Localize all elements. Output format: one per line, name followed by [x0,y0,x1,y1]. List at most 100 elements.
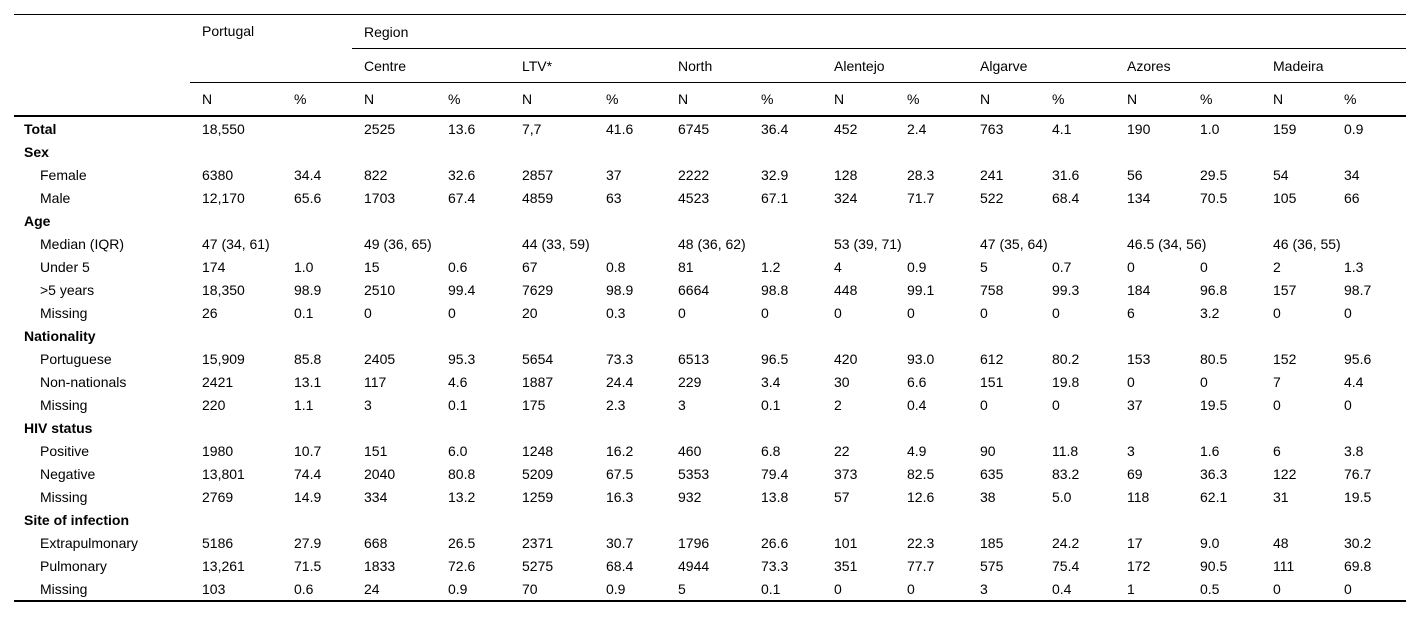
cell [282,116,352,140]
table-row: Missing 2769 14.9 334 13.2 1259 16.3 932 13.8 57 1… [14,485,1406,508]
cell: 90 [980,442,996,459]
cell: 71.5 [294,557,322,574]
table-row: Age [14,209,1406,232]
cell: 18,350 [202,281,245,298]
cell: 0.1 [294,304,314,321]
cell: 81 [678,258,694,275]
cell: 118 [1127,488,1150,505]
cell: 1980 [202,442,234,459]
cell: 4944 [678,557,710,574]
cell: 18,550 [202,120,245,137]
cell: 2 [834,396,842,413]
cell: 122 [1273,465,1297,482]
cell: 1.0 [1200,120,1220,137]
cell: 73.3 [606,350,634,367]
cell: 5654 [522,350,554,367]
cell: 2 [1273,258,1281,275]
cell: 47 (34, 61) [202,235,270,252]
header-row-subregions: Centre LTV* North Alentejo Algarve Azore… [14,48,1407,83]
cell: 19.5 [1344,488,1372,505]
pct-header: % [1332,82,1407,117]
cell: 117 [364,373,387,390]
cell: 6745 [678,120,710,137]
cell: 73.3 [761,557,789,574]
cell: 5 [980,258,988,275]
cell: 668 [364,534,388,551]
cell: 9.0 [1200,534,1220,551]
cell: 7,7 [522,120,542,137]
cell: 220 [202,396,226,413]
cell: 0.8 [606,258,626,275]
cell: 17 [1127,534,1143,551]
cell: 15 [364,258,380,275]
cell: 32.9 [761,166,789,183]
header-row-measures: N % N % N % N % N % N % N % N % [14,82,1407,117]
empty-cells [190,416,1406,439]
cell: 12.6 [907,488,935,505]
cell: 0.7 [1052,258,1072,275]
cell: 54 [1273,166,1289,183]
cell: 1.2 [761,258,781,275]
table-row: Non-nationals 2421 13.1 117 4.6 1887 24.4 229 3.… [14,370,1406,393]
cell: 96.8 [1200,281,1228,298]
empty-cells [190,508,1406,531]
cell: 82.5 [907,465,935,482]
cell: 29.5 [1200,166,1228,183]
cell: 13,801 [202,465,245,482]
row-label: Missing [40,304,88,321]
cell: 95.3 [448,350,476,367]
cell: 157 [1273,281,1297,298]
cell: 57 [834,488,850,505]
table-body: Total 18,550 2525 13.6 7,7 41.6 6745 36.4 452 2.4… [14,116,1406,601]
cell: 5275 [522,557,554,574]
table-row: Sex [14,140,1406,163]
cell: 0.6 [294,580,314,597]
cell: 34.4 [294,166,322,183]
col-header-algarve: Algarve [968,48,1115,83]
cell: 351 [834,557,858,574]
cell: 2525 [364,120,396,137]
row-label: Site of infection [24,511,129,528]
cell: 70 [522,580,538,597]
cell: 0.4 [1052,580,1072,597]
cell: 74.4 [294,465,322,482]
cell: 19.5 [1200,396,1228,413]
cell: 0 [1200,373,1208,390]
n-header: N [190,82,282,117]
cell: 105 [1273,189,1297,206]
cell: 98.9 [294,281,322,298]
cell: 63 [606,189,622,206]
row-label: Non-nationals [40,373,127,390]
cell: 5186 [202,534,234,551]
col-header-north: North [666,48,822,83]
cell: 99.3 [1052,281,1080,298]
cell: 2.3 [606,396,626,413]
cell: 448 [834,281,858,298]
row-label: Sex [24,143,49,160]
col-header-centre: Centre [352,48,510,83]
cell: 24 [364,580,380,597]
cell: 6664 [678,281,710,298]
cell: 159 [1273,120,1297,137]
row-label: Male [40,189,71,206]
cell: 0 [1273,580,1281,597]
cell: 79.4 [761,465,789,482]
col-header-madeira: Madeira [1261,48,1407,83]
cell: 324 [834,189,858,206]
cell: 99.4 [448,281,476,298]
cell: 4.4 [1344,373,1364,390]
cell: 20 [522,304,538,321]
cell: 522 [980,189,1004,206]
cell: 22 [834,442,850,459]
cell: 80.5 [1200,350,1228,367]
cell: 77.7 [907,557,935,574]
cell: 134 [1127,189,1151,206]
n-header: N [1115,82,1188,117]
cell: 373 [834,465,858,482]
cell: 10.7 [294,442,322,459]
cell: 70.5 [1200,189,1228,206]
cell: 7629 [522,281,554,298]
cell: 37 [1127,396,1143,413]
n-header: N [666,82,749,117]
